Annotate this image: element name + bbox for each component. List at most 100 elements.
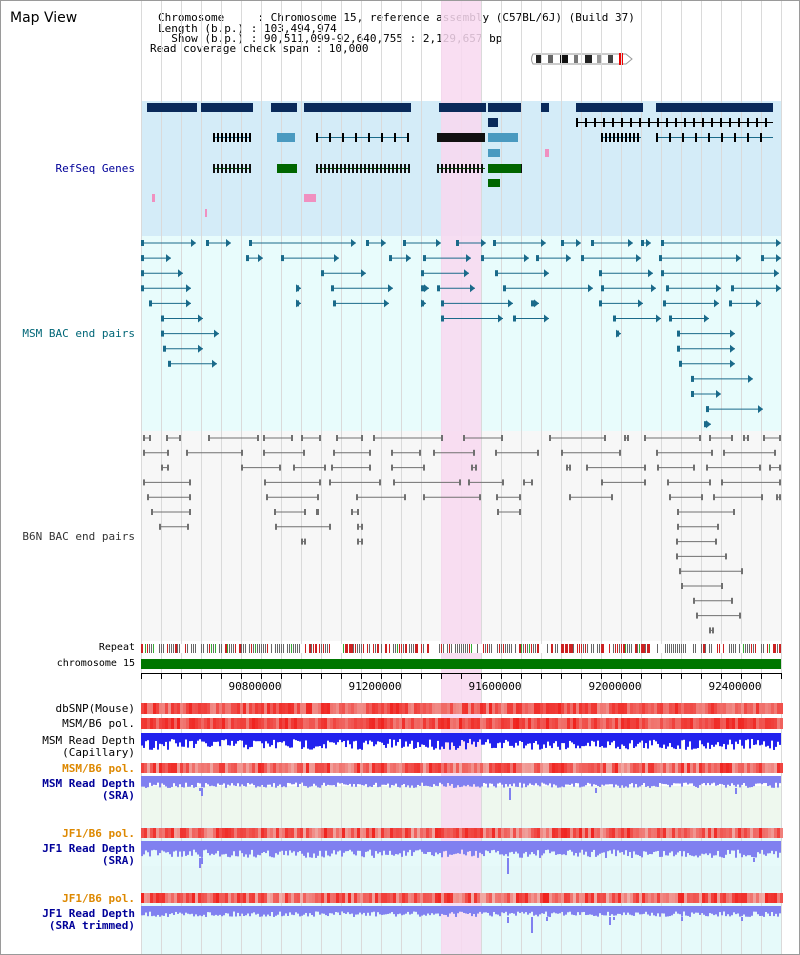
polymorphism-cell [657,828,660,838]
polymorphism-cell [534,763,537,773]
polymorphism-cell [432,763,435,773]
chromosome-ideogram[interactable] [530,53,636,65]
read-depth-bar [377,733,379,742]
read-depth-bar [541,776,543,783]
read-depth-bar [591,733,593,741]
polymorphism-cell [627,703,630,714]
polymorphism-cell [729,763,732,773]
polymorphism-cell [576,718,579,729]
polymorphism-cell [762,893,765,903]
repeat-element [147,644,148,653]
read-depth-bar [319,906,321,915]
polymorphism-cell [384,893,387,903]
read-depth-bar [641,841,643,858]
read-depth-bar [433,733,435,750]
bac-end [759,464,761,471]
polymorphism-cell [471,718,474,729]
read-depth-bar [557,906,559,914]
bac-end [388,284,393,293]
polymorphism-cell [198,703,201,714]
read-depth-bar [259,841,261,856]
read-depth-bar [261,906,263,917]
bac-end [534,299,539,308]
read-depth-bar [221,733,223,740]
polymorphism-cell [243,828,246,838]
read-depth-bar [147,776,149,788]
polymorphism-cell [741,763,744,773]
bac-end [706,406,709,413]
read-depth-bar [177,776,179,788]
polymorphism-cell [321,718,324,729]
repeat-element [171,644,172,653]
bac-end [404,494,406,501]
read-depth-bar [501,733,503,749]
read-depth-bar [757,906,759,915]
read-depth-bar [479,776,481,788]
read-depth-bar [547,841,549,850]
polymorphism-cell [363,718,366,729]
read-depth-bar [183,733,185,747]
polymorphism-cell [219,703,222,714]
polymorphism-cell [549,718,552,729]
polymorphism-cell [384,828,387,838]
bac-end [151,509,153,515]
polymorphism-cell [447,718,450,729]
polymorphism-cell [498,828,501,838]
read-depth-bar [217,841,219,851]
read-depth-bar [681,841,683,857]
read-depth-bar [717,906,719,917]
repeat-element [439,644,440,653]
polymorphism-cell [291,893,294,903]
bac-end [441,300,444,307]
read-depth-bar [707,906,709,917]
polymorphism-cell [285,703,288,714]
read-depth-bar [743,906,745,915]
polymorphism-cell [687,763,690,773]
read-depth-bar [263,733,265,749]
polymorphism-cell [231,893,234,903]
polymorphism-cell [294,703,297,714]
read-depth-bar [415,733,417,748]
polymorphism-cell [144,828,147,838]
repeat-element [381,644,382,653]
read-depth-bar [691,776,693,784]
gene-exon [576,118,578,127]
gene-exon [233,133,235,142]
bac-end [706,420,711,429]
bac-end [475,464,477,471]
polymorphism-cell [141,763,144,773]
read-depth-bar [727,776,729,785]
polymorphism-cell [402,893,405,903]
repeat-element [673,644,674,653]
read-depth-bar [227,733,229,746]
bac-end [729,300,732,307]
repeat-element [571,644,573,653]
gene-exon [747,118,749,127]
polymorphism-cell [666,893,669,903]
read-depth-bar [747,841,749,856]
gene-exon [316,133,318,142]
read-depth-bar [267,841,269,851]
read-depth-bar [303,841,305,856]
polymorphism-cell [435,828,438,838]
polymorphism-cell [453,763,456,773]
polymorphism-cell [516,893,519,903]
read-depth-bar [559,776,561,788]
polymorphism-cell [309,893,312,903]
polymorphism-cell [201,893,204,903]
polymorphism-cell [222,763,225,773]
gene-exon [221,164,223,173]
read-depth-bar [631,906,633,916]
read-depth-bar [275,841,277,854]
polymorphism-cell [336,703,339,714]
polymorphism-cell [747,893,750,903]
polymorphism-cell [711,763,714,773]
read-depth-bar [527,906,529,915]
polymorphism-cell [405,763,408,773]
read-depth-bar [503,776,505,788]
read-depth-bar [741,841,743,858]
coverage-span-info: Read coverage check span : 10,000 [150,42,369,55]
read-depth-bar [543,733,545,745]
polymorphism-cell [627,763,630,773]
